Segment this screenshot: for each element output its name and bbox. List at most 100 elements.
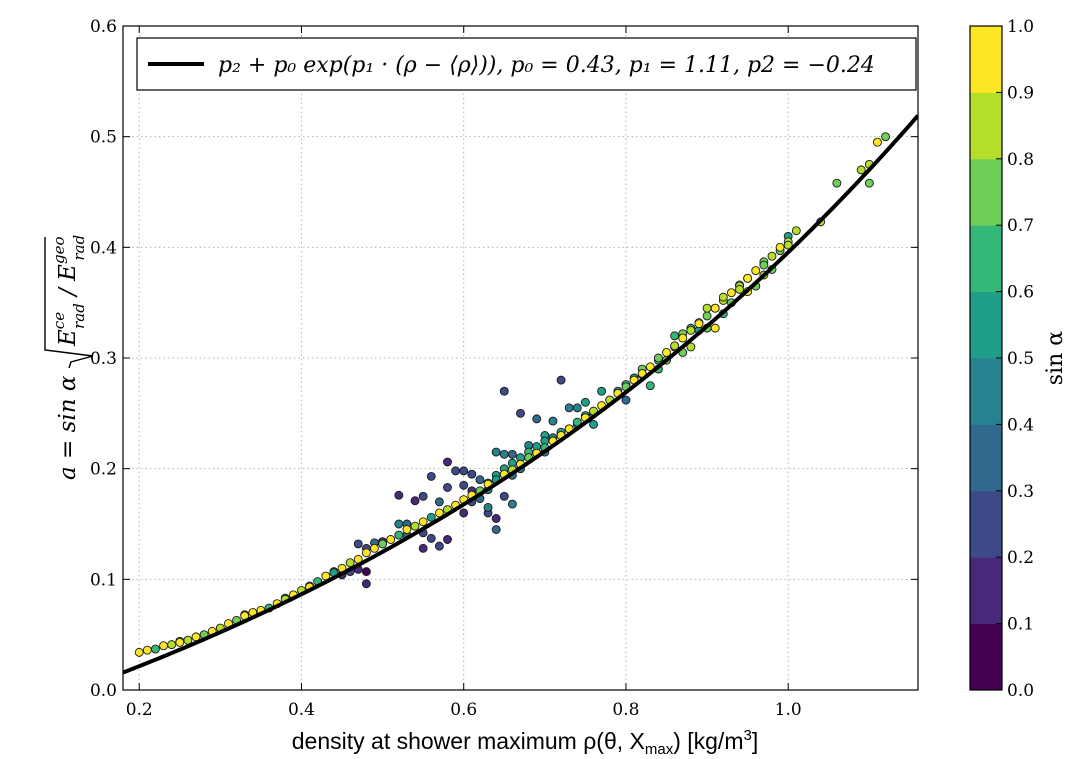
- y-axis-label-lhs: a = sin α: [55, 375, 81, 480]
- data-point: [459, 466, 469, 476]
- data-point: [710, 323, 720, 333]
- data-point: [702, 311, 712, 321]
- data-point: [597, 386, 607, 396]
- colorbar-segment: [970, 225, 1002, 293]
- data-point: [167, 640, 177, 650]
- data-point: [159, 641, 169, 651]
- data-point: [410, 521, 420, 531]
- data-point: [134, 647, 144, 657]
- colorbar-tick-label: 1.0: [1007, 17, 1034, 37]
- data-point: [743, 273, 753, 283]
- data-point: [735, 284, 744, 294]
- fit-curve: [123, 114, 918, 675]
- x-tick-label: 1.0: [775, 700, 802, 720]
- colorbar-segment: [970, 623, 1002, 691]
- y-tick-label: 0.2: [90, 460, 117, 480]
- data-point: [361, 579, 371, 589]
- data-point: [718, 292, 728, 302]
- data-point: [386, 535, 396, 544]
- plot-area: [123, 114, 918, 675]
- data-point: [532, 414, 542, 424]
- data-point: [361, 548, 371, 558]
- colorbar-segment: [970, 92, 1002, 160]
- data-point: [499, 449, 509, 459]
- data-point: [394, 530, 404, 540]
- data-point: [426, 533, 436, 543]
- data-point: [872, 137, 882, 147]
- data-point: [443, 535, 452, 544]
- colorbar-segment: [970, 291, 1002, 359]
- data-point: [175, 637, 185, 647]
- x-axis-ticks: 0.2 0.4 0.6 0.8 1.0: [126, 26, 802, 720]
- data-point: [645, 381, 655, 391]
- data-point: [694, 319, 704, 329]
- colorbar-tick-label: 0.3: [1007, 482, 1034, 502]
- data-point: [451, 466, 461, 476]
- legend: p₂ + p₀ exp(p₁ · (ρ − ⟨ρ⟩)), p₀ = 0.43, …: [136, 37, 917, 91]
- colorbar-segment: [970, 490, 1002, 558]
- sqrt-sign: [44, 237, 94, 369]
- data-point: [516, 408, 525, 418]
- colorbar: 0.0 0.1 0.2 0.3 0.4 0.5 0.6 0.7 0.8 0.9 1.0: [969, 17, 1034, 701]
- y-tick-label: 0.0: [90, 681, 117, 701]
- data-point: [361, 567, 371, 577]
- data-point: [418, 517, 428, 527]
- data-point: [434, 541, 444, 551]
- data-point: [491, 525, 501, 534]
- y-tick-label: 0.6: [90, 17, 117, 37]
- data-point: [556, 375, 566, 385]
- data-point: [507, 499, 517, 509]
- colorbar-tick-label: 0.4: [1007, 415, 1034, 435]
- scatter-points: [134, 132, 891, 657]
- colorbar-tick-label: 0.8: [1007, 150, 1034, 170]
- data-point: [370, 543, 379, 553]
- data-point: [443, 457, 452, 467]
- data-point: [507, 449, 517, 459]
- y-axis-label: a = sin α Ece rad / Egeo rad: [44, 235, 94, 480]
- data-point: [662, 348, 671, 357]
- data-point: [775, 242, 785, 252]
- colorbar-tick-label: 0.9: [1007, 83, 1034, 103]
- y-tick-label: 0.3: [90, 349, 117, 369]
- data-point: [670, 331, 680, 341]
- data-point: [686, 325, 696, 335]
- data-point: [499, 386, 509, 396]
- data-point: [150, 644, 160, 654]
- data-point: [434, 497, 444, 507]
- data-point: [483, 502, 493, 512]
- data-point: [142, 645, 152, 655]
- data-point: [580, 397, 590, 407]
- colorbar-tick-label: 0.1: [1007, 615, 1034, 635]
- y-axis-ticks: 0.0 0.1 0.2 0.3 0.4 0.5 0.6: [90, 17, 918, 701]
- data-point: [670, 341, 680, 351]
- colorbar-tick-label: 0.0: [1007, 681, 1034, 701]
- data-point: [491, 447, 501, 457]
- data-point: [881, 132, 891, 142]
- y-axis-label-fraction: Ece rad / Egeo rad: [50, 235, 88, 347]
- legend-label: p₂ + p₀ exp(p₁ · (ρ − ⟨ρ⟩)), p₀ = 0.43, …: [218, 53, 875, 78]
- data-point: [767, 251, 777, 261]
- data-point: [402, 525, 412, 534]
- data-point: [467, 469, 477, 479]
- y-tick-label: 0.4: [90, 238, 117, 258]
- legend-box: [136, 37, 917, 91]
- y-tick-label: 0.5: [90, 128, 117, 148]
- x-tick-label: 0.8: [612, 700, 639, 720]
- data-point: [345, 558, 355, 568]
- data-point: [418, 491, 428, 501]
- colorbar-tick-label: 0.2: [1007, 548, 1034, 568]
- colorbar-segment: [970, 358, 1002, 425]
- data-point: [589, 419, 598, 429]
- data-point: [459, 508, 469, 518]
- data-point: [378, 539, 388, 549]
- colorbar-tick-label: 0.5: [1007, 349, 1034, 369]
- data-point: [491, 514, 501, 523]
- data-point: [832, 178, 842, 188]
- data-point: [353, 539, 363, 549]
- data-point: [759, 260, 769, 270]
- x-tick-label: 0.2: [126, 700, 153, 720]
- data-point: [726, 288, 736, 298]
- grid: [123, 25, 918, 691]
- data-point: [459, 480, 469, 490]
